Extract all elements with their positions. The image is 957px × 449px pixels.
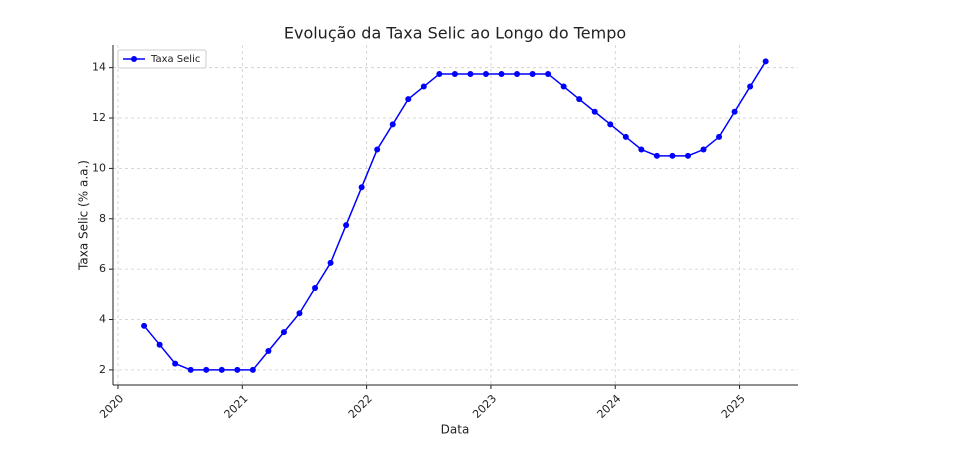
point xyxy=(653,152,660,159)
point xyxy=(638,146,645,153)
point xyxy=(249,366,256,373)
y-tick-label: 6 xyxy=(99,262,106,275)
x-tick-label: 2021 xyxy=(222,392,251,421)
point xyxy=(514,70,521,77)
y-tick-label: 4 xyxy=(99,313,106,326)
y-tick-label: 10 xyxy=(92,161,106,174)
x-tick-label: 2025 xyxy=(719,392,748,421)
point xyxy=(467,70,474,77)
point xyxy=(669,152,676,159)
point xyxy=(141,322,148,329)
point xyxy=(560,83,567,90)
point xyxy=(700,146,707,153)
point xyxy=(545,70,552,77)
point xyxy=(187,366,194,373)
point xyxy=(716,133,723,140)
legend-label: Taxa Selic xyxy=(150,54,200,65)
point xyxy=(731,108,738,115)
y-tick-label: 8 xyxy=(99,212,106,225)
point xyxy=(420,83,427,90)
x-tick-label: 2024 xyxy=(595,392,624,421)
point xyxy=(358,184,365,191)
y-tick-label: 2 xyxy=(99,363,106,376)
x-axis-label: Data xyxy=(441,423,470,437)
point xyxy=(172,360,179,367)
point xyxy=(280,329,287,336)
point xyxy=(327,259,334,266)
point xyxy=(576,96,583,103)
point xyxy=(529,70,536,77)
point xyxy=(374,146,381,153)
point xyxy=(234,366,241,373)
y-tick-label: 12 xyxy=(92,111,106,124)
legend-marker xyxy=(131,56,137,62)
y-axis-label: Taxa Selic (% a.a.) xyxy=(77,160,91,271)
point xyxy=(203,366,210,373)
y-tick-label: 14 xyxy=(92,61,106,74)
point xyxy=(622,133,629,140)
x-tick-label: 2020 xyxy=(97,392,126,421)
point xyxy=(218,366,225,373)
x-tick-label: 2023 xyxy=(470,392,499,421)
point xyxy=(265,348,272,354)
point xyxy=(296,310,303,317)
point xyxy=(747,83,754,90)
point xyxy=(498,70,505,77)
legend-box xyxy=(117,49,207,69)
point xyxy=(156,341,163,348)
chart-title: Evolução da Taxa Selic ao Longo do Tempo xyxy=(284,24,626,43)
point xyxy=(436,70,443,77)
x-tick-label: 2022 xyxy=(346,392,375,421)
point xyxy=(762,58,769,65)
point xyxy=(607,121,614,128)
point xyxy=(591,108,598,115)
point xyxy=(684,152,691,159)
point xyxy=(405,96,412,103)
point xyxy=(482,70,489,77)
point xyxy=(451,70,458,77)
point xyxy=(343,222,350,229)
point xyxy=(389,121,396,128)
line xyxy=(143,60,767,371)
point xyxy=(312,285,319,292)
